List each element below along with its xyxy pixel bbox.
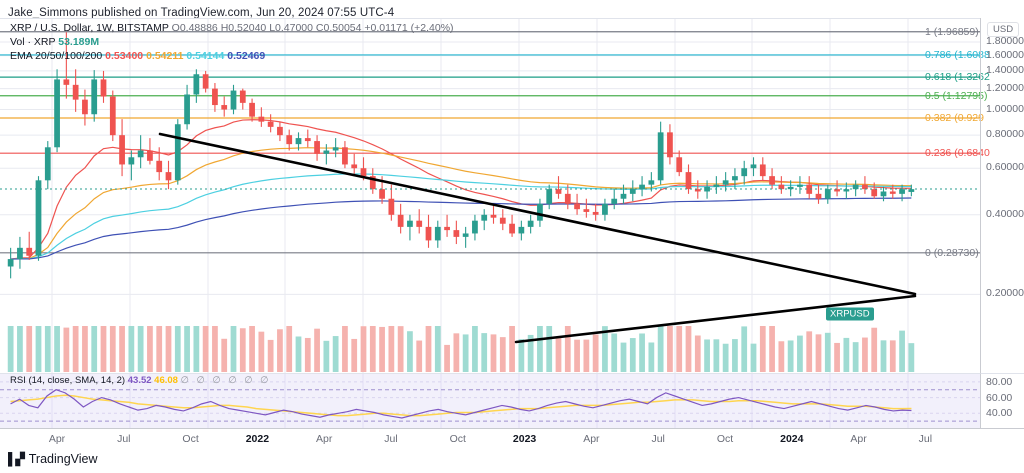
price-tick-1.80000: 1.80000 [986, 35, 1024, 48]
time-tick-apr-8: Apr [583, 433, 600, 445]
fib-label-0.618: 0.618 (1.3262 [925, 71, 990, 84]
price-axis[interactable]: USD 1.80000 1.60000 1.40000 1.20000 1.00000 0… [980, 18, 1024, 373]
currency-chip: USD [987, 22, 1020, 37]
legend-open-value: 0.48886 [179, 22, 218, 34]
legend-ema-label[interactable]: EMA 20/50/100/200 [10, 50, 103, 62]
fib-label-0.382: 0.382 (0.929 [925, 112, 984, 124]
legend-high-key: H [220, 22, 229, 34]
time-axis[interactable]: Apr Jul Oct 2022 Apr Jul Oct 2023 Apr Jul Oct 2024 A… [0, 428, 1024, 450]
time-tick-2022-3: 2022 [245, 433, 270, 445]
time-tick-jul-5: Jul [384, 433, 398, 445]
rsi-tick-40.00: 40.00 [986, 407, 1013, 420]
rsi-sma-value: 46.08 [154, 375, 178, 386]
legend-ema20-value: 0.53400 [105, 50, 144, 62]
price-tick-1.40000: 1.40000 [986, 63, 1024, 76]
time-tick-2023-7: 2023 [512, 433, 537, 445]
legend-ema50-value: 0.54211 [146, 50, 184, 62]
rsi-na-values: ∅ ∅ ∅ ∅ ∅ ∅ [180, 375, 271, 386]
time-tick-apr-4: Apr [316, 433, 333, 445]
legend-ema200-value: 0.52469 [227, 50, 266, 62]
legend-volume-label[interactable]: Vol · XRP [10, 36, 56, 48]
legend-low-value: 0.47000 [275, 22, 313, 34]
legend-close-key: C [315, 22, 324, 34]
time-tick-jul-13: Jul [918, 433, 933, 445]
fib-label-1: 1 (1.96859) [925, 25, 979, 38]
time-tick-oct-2: Oct [182, 433, 199, 445]
time-tick-apr-0: Apr [48, 433, 66, 445]
price-tag-symbol: XRPUSD [826, 307, 874, 321]
time-tick-apr-12: Apr [850, 433, 867, 445]
legend-change: +0.01171 (+2.40%) [364, 22, 454, 34]
legend-low-key: L [269, 22, 276, 34]
legend-ema-row: EMA 20/50/100/200 0.53400 0.54211 0.5414… [10, 49, 454, 63]
fib-label-0.5: 0.5 (1.12795) [925, 89, 988, 102]
fib-label-0.786: 0.786 (1.6088 [925, 48, 990, 61]
legend-close-value: 0.50054 [323, 22, 362, 34]
price-plot[interactable] [0, 19, 980, 374]
price-legend: XRP / U.S. Dollar, 1W, BITSTAMP O0.48886… [10, 21, 454, 63]
tradingview-logo-icon: ▌▞ [8, 452, 25, 466]
fib-label-0: 0 (0.28730) [925, 246, 979, 259]
legend-open-key: O [171, 22, 180, 34]
footer-watermark: ▌▞ TradingView [8, 452, 98, 466]
fib-label-0.236: 0.236 (0.6840 [925, 147, 990, 160]
legend-ema100-value: 0.54144 [186, 50, 225, 62]
rsi-tick-60.00: 60.00 [986, 391, 1013, 404]
price-tick-1.20000: 1.20000 [986, 81, 1024, 94]
price-pane[interactable]: XRP / U.S. Dollar, 1W, BITSTAMP O0.48886… [0, 18, 990, 374]
legend-symbol-row: XRP / U.S. Dollar, 1W, BITSTAMP O0.48886… [10, 21, 454, 35]
rsi-plot[interactable] [0, 374, 980, 429]
rsi-legend-title[interactable]: RSI (14, close, SMA, 14, 2) [10, 375, 126, 386]
rsi-axis[interactable]: 80.00 60.00 40.00 [980, 373, 1024, 428]
legend-volume-value: 53.189M [58, 36, 100, 48]
time-tick-oct-6: Oct [449, 433, 466, 445]
publisher-byline: Jake_Simmons published on TradingView.co… [8, 7, 395, 19]
tradingview-brand-label: TradingView [28, 452, 98, 466]
rsi-value: 43.52 [127, 375, 152, 386]
legend-symbol[interactable]: XRP / U.S. Dollar, 1W, BITSTAMP [10, 22, 169, 34]
legend-high-value: 0.52040 [228, 22, 267, 34]
price-tick-0.40000: 0.40000 [986, 207, 1024, 220]
time-tick-2024-11: 2024 [780, 433, 804, 445]
time-tick-jul-9: Jul [651, 433, 665, 445]
chart-frame[interactable]: XRP / U.S. Dollar, 1W, BITSTAMP O0.48886… [0, 18, 1024, 429]
legend-volume-row: Vol · XRP 53.189M [10, 35, 454, 49]
price-tick-0.80000: 0.80000 [986, 128, 1024, 141]
rsi-legend: RSI (14, close, SMA, 14, 2) 43.52 46.08 … [10, 375, 271, 386]
price-tag-symbol-text: XRPUSD [830, 308, 870, 320]
time-tick-oct-10: Oct [716, 433, 734, 445]
price-tick-1.00000: 1.00000 [986, 102, 1024, 115]
time-tick-jul-1: Jul [117, 433, 131, 445]
price-tick-1.60000: 1.60000 [986, 48, 1024, 61]
rsi-tick-80.00: 80.00 [986, 375, 1013, 388]
rsi-pane[interactable]: RSI (14, close, SMA, 14, 2) 43.52 46.08 … [0, 373, 980, 429]
price-tick-0.20000: 0.20000 [986, 287, 1024, 300]
price-tick-0.60000: 0.60000 [986, 161, 1024, 174]
